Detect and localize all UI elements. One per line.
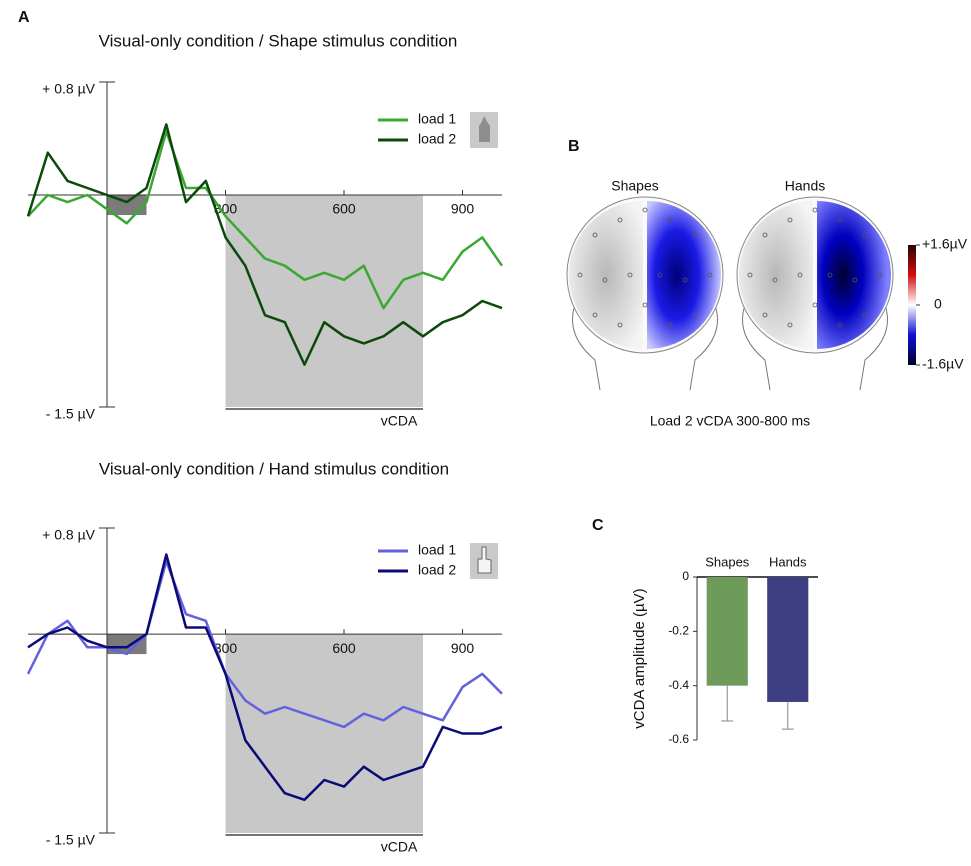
head-outline — [742, 304, 888, 391]
chart-title: Visual-only condition / Shape stimulus c… — [99, 31, 458, 50]
electrode — [852, 277, 858, 283]
map-label: Hands — [785, 178, 825, 194]
electrode — [667, 322, 673, 328]
electrode — [827, 272, 833, 278]
electrode — [837, 217, 843, 223]
category-label: Shapes — [705, 554, 750, 569]
colorbar — [908, 245, 916, 365]
electrode — [692, 312, 698, 318]
electrode — [762, 312, 768, 318]
electrode — [812, 207, 818, 213]
category-label: Hands — [769, 554, 807, 569]
electrode — [642, 302, 648, 308]
hand-icon — [477, 546, 492, 574]
y-tick-label: -0.6 — [668, 732, 689, 746]
chart-title: Visual-only condition / Hand stimulus co… — [99, 459, 449, 478]
electrode — [617, 322, 623, 328]
x-tick-label: 600 — [332, 201, 356, 217]
electrode — [797, 272, 803, 278]
chart-title: Load 2 vCDA 300-800 ms — [650, 413, 810, 429]
x-tick-label: 900 — [451, 201, 475, 217]
colorbar-label: -1.6µV — [922, 356, 964, 372]
electrode — [592, 312, 598, 318]
electrode — [837, 322, 843, 328]
baseline-shade — [107, 634, 147, 655]
pos-field — [817, 201, 891, 349]
legend-label: load 2 — [418, 131, 456, 147]
electrode — [592, 232, 598, 238]
electrode — [577, 272, 583, 278]
y-tick-label: + 0.8 µV — [42, 527, 95, 543]
x-tick-label: 900 — [451, 640, 475, 656]
panel-label: A — [18, 9, 30, 26]
electrode — [627, 272, 633, 278]
series-line — [26, 123, 503, 366]
x-tick-label: 600 — [332, 640, 356, 656]
colorbar-label: +1.6µV — [922, 236, 968, 252]
series-line — [27, 130, 504, 310]
head-outline — [572, 304, 718, 391]
electrode — [657, 272, 663, 278]
y-tick-label: -0.4 — [668, 678, 689, 692]
bar — [706, 577, 748, 686]
electrode — [862, 312, 868, 318]
pos-field — [647, 201, 721, 349]
panel-label: B — [568, 138, 580, 155]
legend-label: load 2 — [418, 562, 456, 578]
y-tick-label: -0.2 — [668, 624, 689, 638]
electrode — [772, 277, 778, 283]
legend-label: load 1 — [418, 111, 456, 127]
window-shade — [225, 195, 423, 407]
shape-icon — [479, 116, 490, 142]
electrode — [762, 232, 768, 238]
y-tick-label: + 0.8 µV — [42, 81, 95, 97]
window-label: vCDA — [381, 413, 418, 429]
electrode — [747, 272, 753, 278]
y-tick-label: - 1.5 µV — [46, 832, 96, 848]
x-tick-label: 300 — [214, 201, 238, 217]
neg-field — [739, 201, 813, 349]
map-label: Shapes — [611, 178, 658, 194]
electrode — [667, 217, 673, 223]
panel-label: C — [592, 517, 604, 534]
electrode — [877, 272, 883, 278]
window-shade — [225, 634, 423, 833]
electrode — [692, 232, 698, 238]
bar — [767, 577, 809, 702]
electrode — [617, 217, 623, 223]
electrode — [602, 277, 608, 283]
y-tick-label: - 1.5 µV — [46, 406, 96, 422]
neg-field — [569, 201, 643, 349]
colorbar-label: 0 — [934, 296, 942, 312]
baseline-shade — [107, 195, 147, 216]
legend-label: load 1 — [418, 542, 456, 558]
electrode — [787, 217, 793, 223]
x-tick-label: 300 — [214, 640, 238, 656]
electrode — [642, 207, 648, 213]
y-tick-label: 0 — [682, 569, 689, 583]
window-label: vCDA — [381, 839, 418, 855]
electrode — [682, 277, 688, 283]
y-axis-label: vCDA amplitude (µV) — [631, 588, 648, 728]
electrode — [862, 232, 868, 238]
series-line — [27, 553, 503, 802]
electrode — [707, 272, 713, 278]
electrode — [812, 302, 818, 308]
electrode — [787, 322, 793, 328]
